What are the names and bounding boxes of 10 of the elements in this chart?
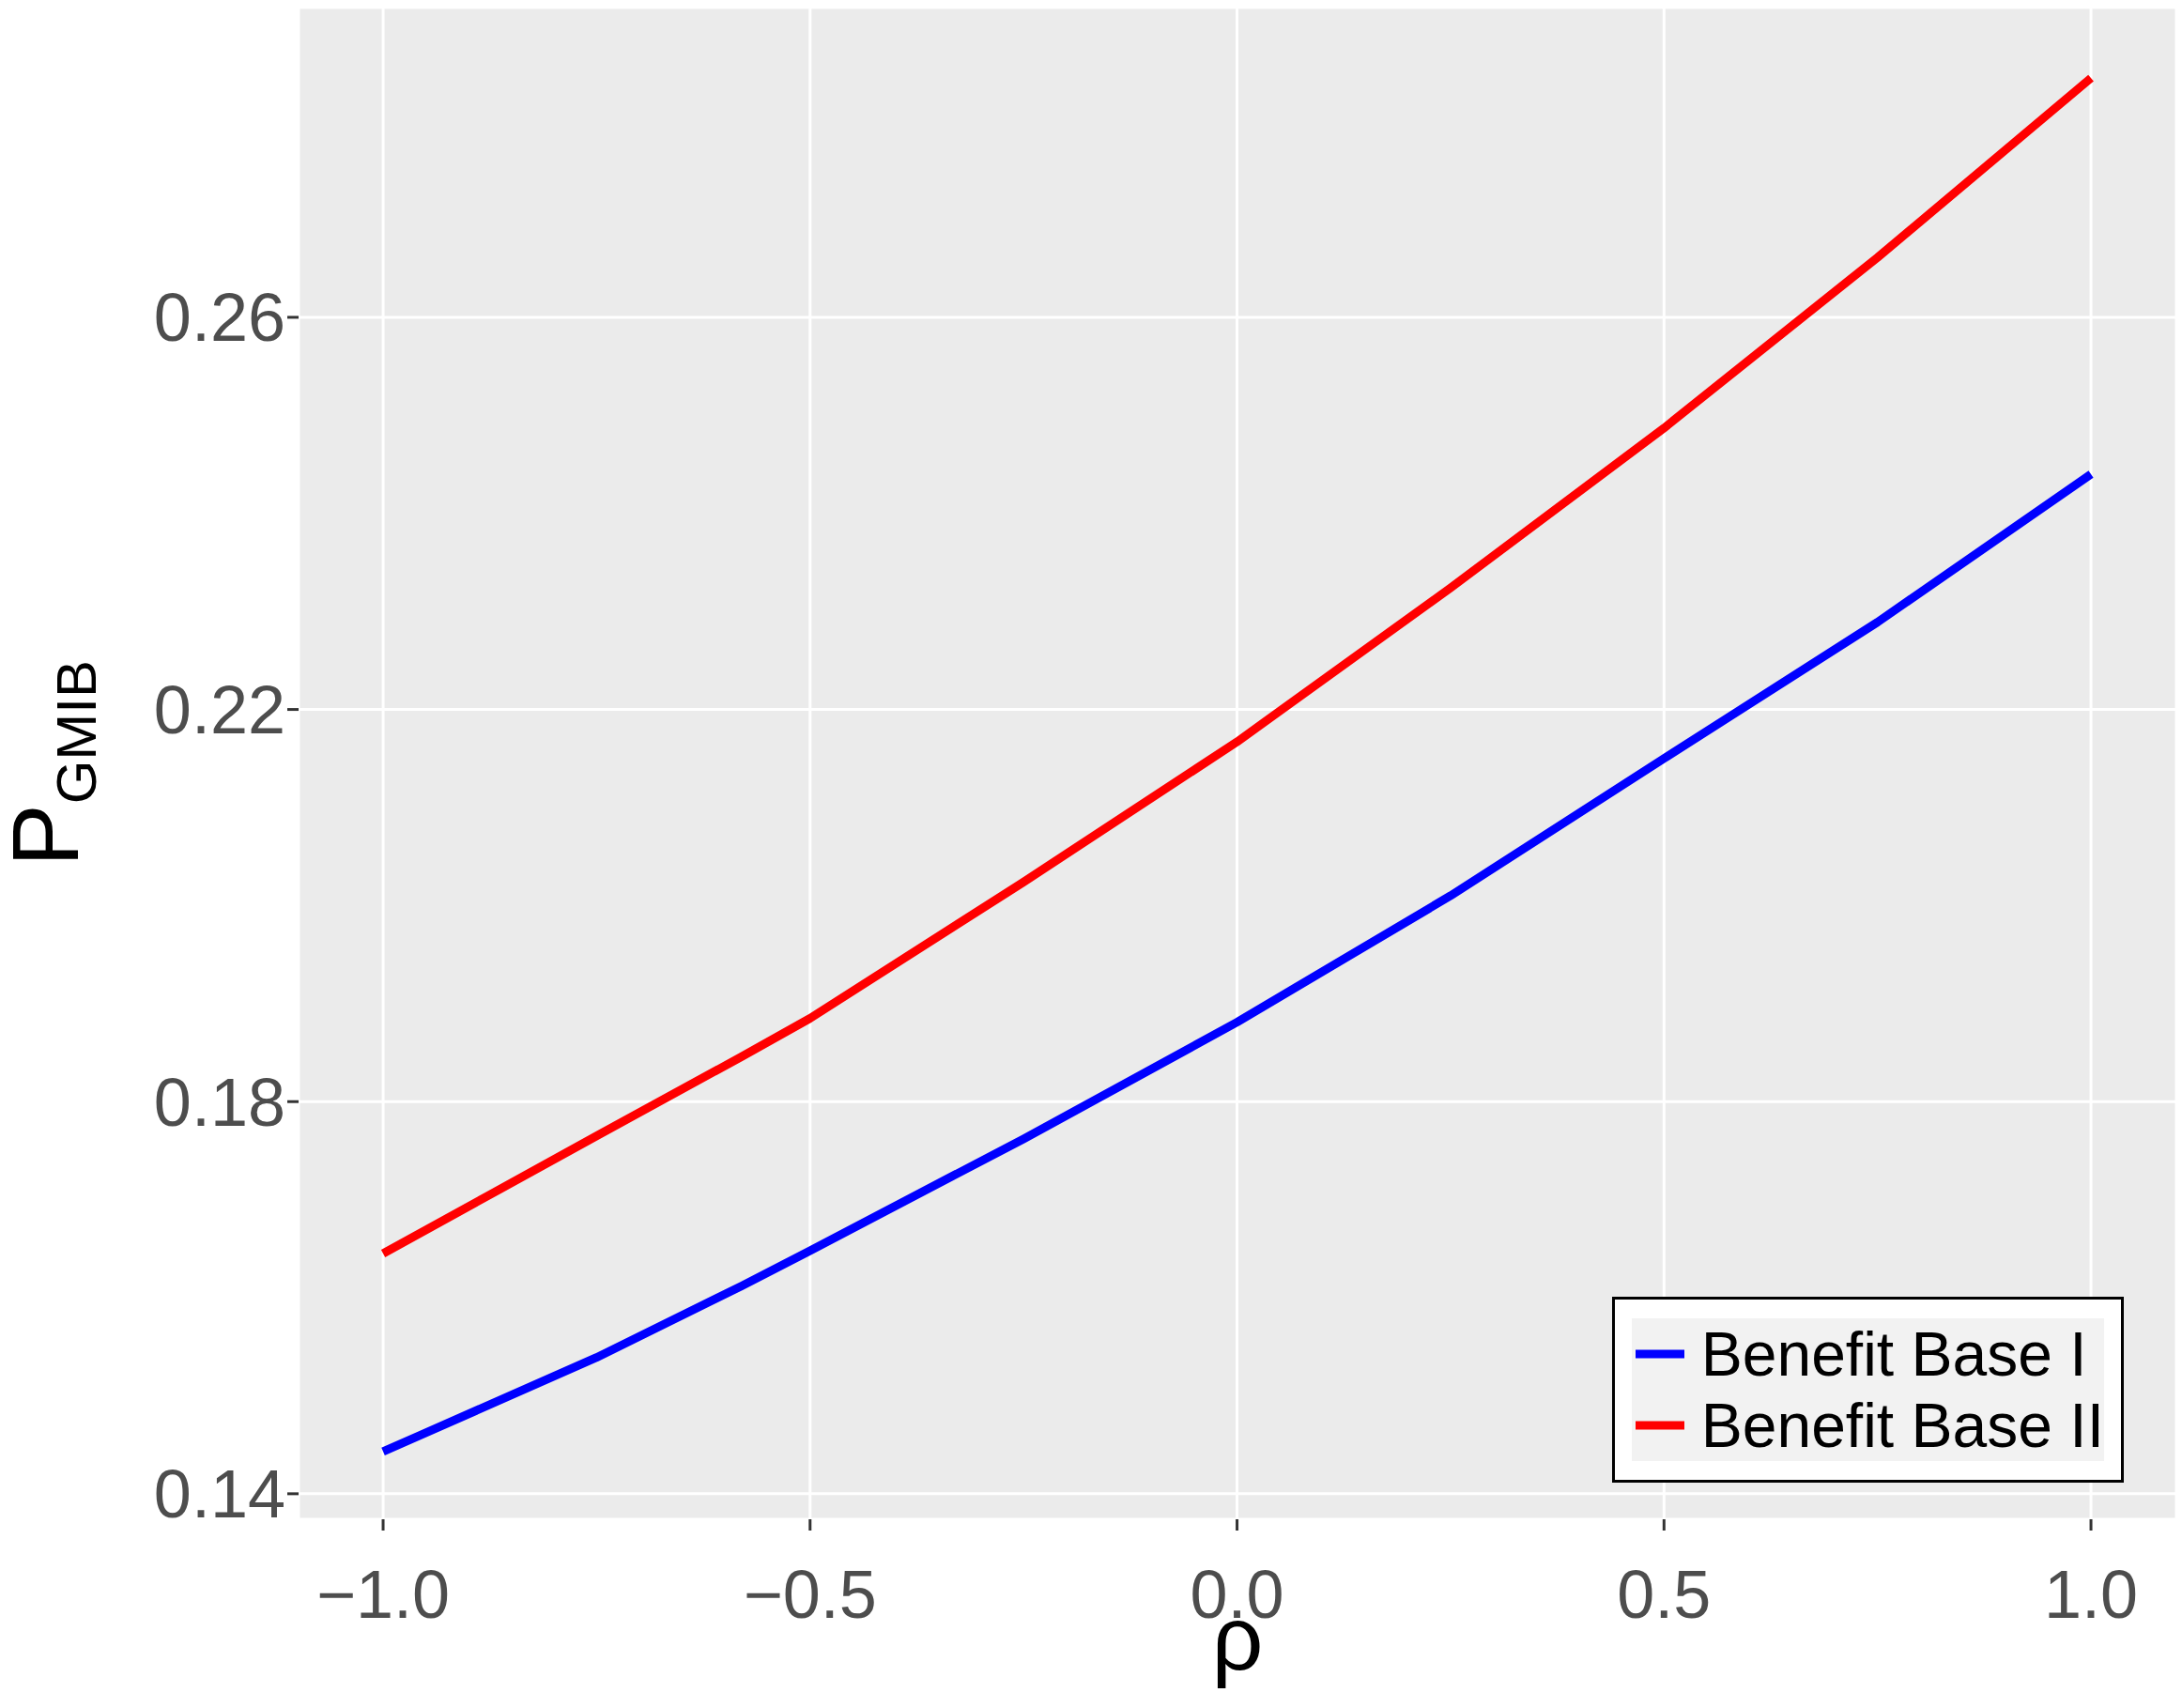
- legend-label: Benefit Base I: [1700, 1318, 2087, 1390]
- legend-label: Benefit Base II: [1700, 1390, 2104, 1461]
- x-tick-label: −1.0: [315, 1557, 451, 1633]
- y-tick-label: 0.26: [153, 280, 285, 356]
- y-tick-label: 0.14: [153, 1456, 285, 1532]
- x-tick-label: −0.5: [743, 1557, 877, 1633]
- y-tick-label: 0.18: [153, 1064, 285, 1140]
- y-tick-label: 0.22: [153, 672, 285, 748]
- x-tick-label: 1.0: [2044, 1557, 2139, 1633]
- x-tick-label: 0.5: [1617, 1557, 1712, 1633]
